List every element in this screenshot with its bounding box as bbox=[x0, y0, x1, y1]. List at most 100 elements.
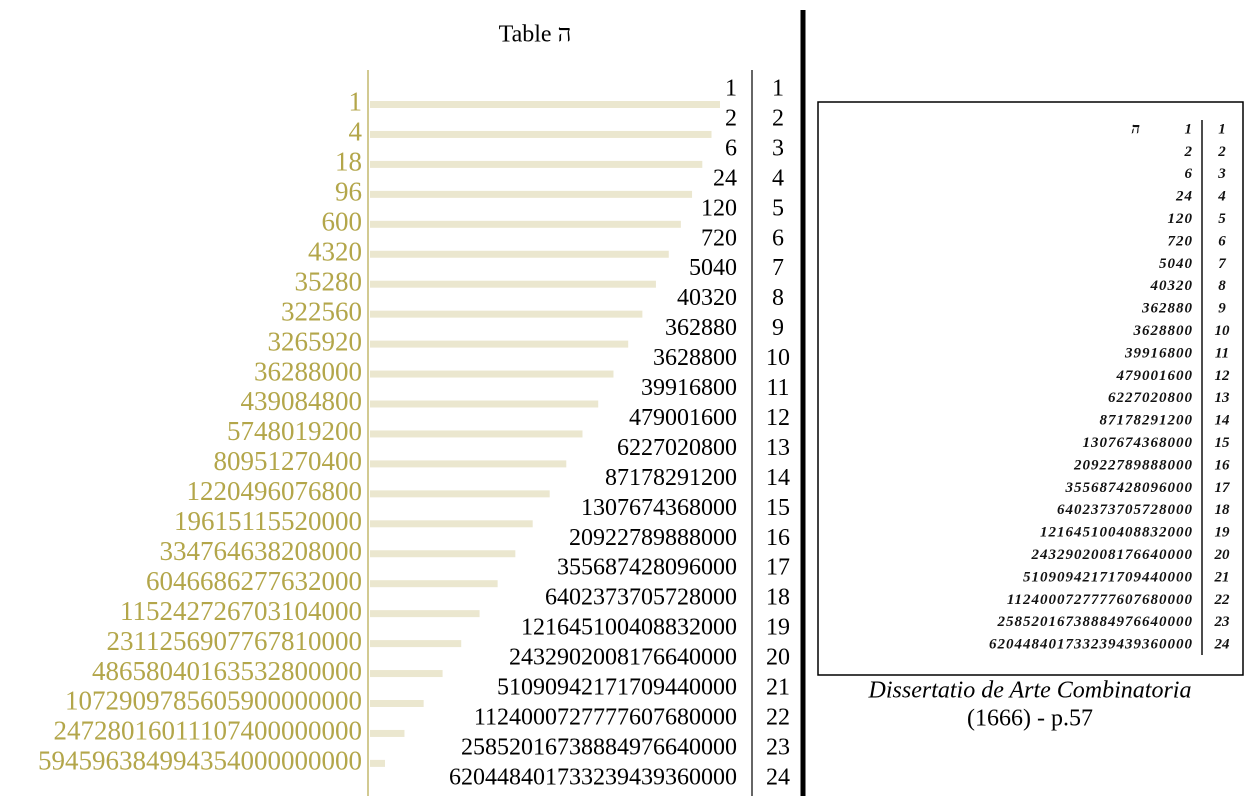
factorial: 362880 bbox=[665, 315, 737, 341]
scan-index: 23 bbox=[1214, 614, 1231, 630]
factorial: 355687428096000 bbox=[557, 555, 737, 581]
scan-factorial: 87178291200 bbox=[1100, 413, 1194, 429]
index: 6 bbox=[772, 225, 784, 251]
scan-factorial: 39916800 bbox=[1124, 345, 1193, 361]
factorial: 1124000727777607680000 bbox=[474, 704, 737, 730]
product: 24728016011107400000000 bbox=[54, 716, 363, 746]
scan-factorial: 6402373705728000 bbox=[1057, 502, 1193, 518]
scan-factorial: 120 bbox=[1168, 211, 1194, 227]
scan-index: 3 bbox=[1217, 166, 1226, 182]
scan-factorial: 1124000727777607680000 bbox=[1007, 592, 1193, 608]
scan-index: 5 bbox=[1218, 211, 1226, 227]
index: 22 bbox=[766, 704, 790, 730]
index: 10 bbox=[766, 345, 790, 371]
bar bbox=[370, 640, 462, 648]
factorial: 6402373705728000 bbox=[545, 585, 737, 611]
product: 3265920 bbox=[268, 326, 363, 356]
index: 8 bbox=[772, 285, 784, 311]
scan-factorial: 5040 bbox=[1159, 256, 1193, 272]
index: 16 bbox=[766, 525, 790, 551]
bar bbox=[370, 160, 703, 168]
index: 19 bbox=[766, 615, 790, 641]
index: 13 bbox=[766, 435, 790, 461]
bar bbox=[370, 190, 693, 198]
bar bbox=[370, 370, 614, 378]
factorial: 24 bbox=[713, 165, 737, 191]
index: 14 bbox=[766, 465, 790, 491]
scan-index: 20 bbox=[1214, 547, 1231, 563]
bar bbox=[370, 490, 550, 498]
scan-index: 14 bbox=[1215, 413, 1231, 429]
factorial: 120 bbox=[701, 195, 737, 221]
scan-factorial: 355687428096000 bbox=[1065, 480, 1194, 496]
index: 2 bbox=[772, 105, 784, 131]
product: 80951270400 bbox=[214, 446, 363, 476]
product: 322560 bbox=[281, 296, 362, 326]
scan-index: 13 bbox=[1215, 390, 1231, 406]
bar bbox=[370, 700, 424, 707]
factorial: 121645100408832000 bbox=[521, 615, 737, 641]
product: 36288000 bbox=[254, 356, 362, 386]
factorial: 479001600 bbox=[629, 405, 737, 431]
index: 11 bbox=[766, 375, 789, 401]
product: 334764638208000 bbox=[160, 536, 363, 566]
bar bbox=[370, 580, 498, 588]
factorial: 6 bbox=[725, 135, 737, 161]
index: 17 bbox=[766, 555, 790, 581]
index: 9 bbox=[772, 315, 784, 341]
scan-factorial: 720 bbox=[1168, 233, 1194, 249]
scan-factorial: 25852016738884976640000 bbox=[997, 614, 1194, 630]
factorial: 1 bbox=[725, 76, 737, 102]
scan-letter: ה bbox=[1131, 121, 1140, 137]
scan-index: 19 bbox=[1215, 525, 1231, 541]
index: 18 bbox=[766, 585, 790, 611]
scan-index: 7 bbox=[1218, 256, 1226, 272]
factorial: 25852016738884976640000 bbox=[461, 734, 737, 760]
bar bbox=[370, 250, 669, 258]
bar bbox=[370, 759, 385, 767]
scan-index: 22 bbox=[1214, 592, 1231, 608]
bar bbox=[370, 220, 681, 228]
scan-index: 2 bbox=[1217, 144, 1226, 160]
factorial: 720 bbox=[701, 225, 737, 251]
factorial: 20922789888000 bbox=[569, 525, 737, 551]
index: 12 bbox=[766, 405, 790, 431]
factorial: 87178291200 bbox=[605, 465, 737, 491]
scan-index: 16 bbox=[1215, 457, 1231, 473]
bar bbox=[370, 610, 480, 618]
scan-factorial: 1307674368000 bbox=[1083, 435, 1194, 451]
product: 1 bbox=[349, 87, 363, 117]
scan-factorial: 620448401733239439360000 bbox=[989, 637, 1193, 653]
factorial: 40320 bbox=[677, 285, 737, 311]
factorial: 6227020800 bbox=[617, 435, 737, 461]
index: 1 bbox=[772, 76, 784, 102]
index: 24 bbox=[766, 764, 790, 790]
bar bbox=[370, 520, 533, 528]
scan-factorial: 51090942171709440000 bbox=[1023, 569, 1193, 585]
index: 5 bbox=[772, 195, 784, 221]
index: 3 bbox=[772, 135, 784, 161]
product: 2311256907767810000 bbox=[107, 626, 363, 656]
product: 48658040163532800000 bbox=[92, 656, 362, 686]
scan-factorial: 40320 bbox=[1150, 278, 1194, 294]
scan-factorial: 6 bbox=[1185, 166, 1194, 182]
scan-frame bbox=[817, 101, 1244, 676]
factorial: 2 bbox=[725, 105, 737, 131]
scan-index: 10 bbox=[1215, 323, 1231, 339]
scan-factorial: 2 bbox=[1184, 144, 1194, 160]
scan-source: (1666) - p.57 bbox=[967, 706, 1093, 732]
factorial: 51090942171709440000 bbox=[497, 675, 737, 701]
scan-index: 6 bbox=[1218, 233, 1226, 249]
bar bbox=[370, 310, 643, 318]
product: 594596384994354000000000 bbox=[38, 746, 362, 776]
scan-factorial: 479001600 bbox=[1116, 368, 1194, 384]
scan-factorial: 362880 bbox=[1141, 301, 1193, 317]
scan-index: 4 bbox=[1217, 189, 1226, 205]
product: 4 bbox=[349, 117, 363, 147]
scan-factorial: 121645100408832000 bbox=[1040, 525, 1193, 541]
product: 18 bbox=[335, 147, 362, 177]
product: 115242726703104000 bbox=[120, 596, 362, 626]
product: 439084800 bbox=[241, 386, 363, 416]
product: 1072909785605900000000 bbox=[65, 686, 362, 716]
